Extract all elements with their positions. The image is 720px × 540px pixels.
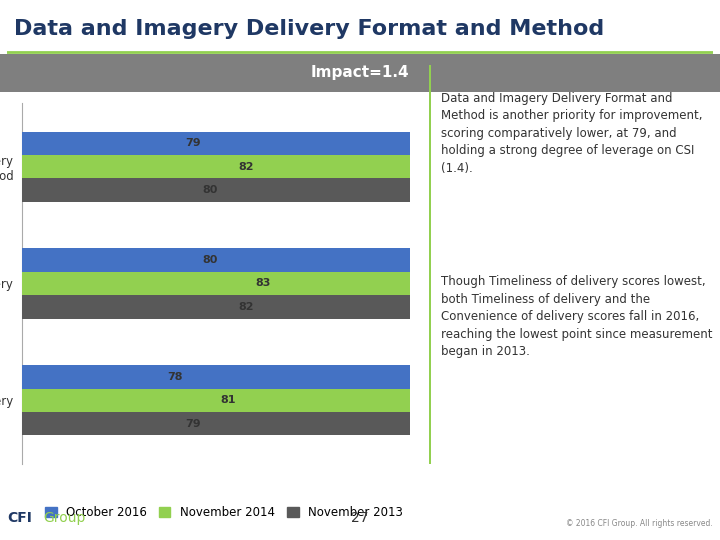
Text: 78: 78 (168, 372, 183, 382)
Text: 82: 82 (238, 162, 253, 172)
Text: © 2016 CFI Group. All rights reserved.: © 2016 CFI Group. All rights reserved. (566, 519, 713, 528)
Text: 82: 82 (238, 302, 253, 312)
Text: Impact=1.4: Impact=1.4 (311, 65, 409, 80)
Bar (22, 132, 720, 155)
Text: 83: 83 (256, 279, 271, 288)
Text: Group: Group (43, 511, 86, 525)
Bar (22, 295, 720, 319)
Text: Data and Imagery Delivery Format and Method: Data and Imagery Delivery Format and Met… (14, 19, 605, 39)
Text: Data and Imagery Delivery Format and Method is another priority for improvement,: Data and Imagery Delivery Format and Met… (441, 92, 703, 175)
Text: 79: 79 (185, 138, 201, 149)
Bar (22, 248, 720, 272)
Bar (22, 155, 720, 178)
Text: 79: 79 (185, 418, 201, 429)
Text: 80: 80 (203, 255, 218, 265)
Bar (22, 389, 720, 412)
Text: CFI: CFI (7, 511, 32, 525)
Bar (22, 272, 720, 295)
Text: 80: 80 (203, 185, 218, 195)
Bar (22, 178, 720, 202)
Text: 27: 27 (351, 511, 369, 525)
Legend: October 2016, November 2014, November 2013: October 2016, November 2014, November 20… (40, 501, 408, 524)
Bar (22, 412, 720, 435)
Bar (22, 365, 720, 389)
Text: Though Timeliness of delivery scores lowest, both Timeliness of delivery and the: Though Timeliness of delivery scores low… (441, 275, 713, 359)
Text: 81: 81 (220, 395, 236, 405)
